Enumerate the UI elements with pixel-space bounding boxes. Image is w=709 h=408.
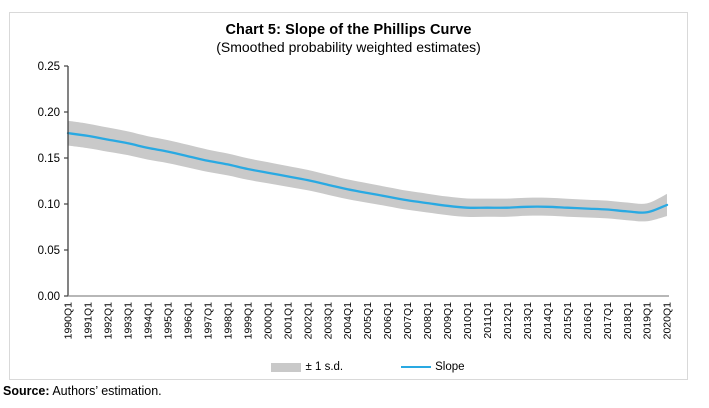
x-tick-label: 1990Q1 bbox=[63, 302, 75, 340]
x-tick-label: 2020Q1 bbox=[662, 302, 674, 340]
y-tick-label: 0.10 bbox=[38, 199, 60, 211]
source-note: Source: Authors’ estimation. bbox=[3, 384, 162, 398]
x-tick-label: 2003Q1 bbox=[322, 302, 334, 340]
legend-band-label: ± 1 s.d. bbox=[305, 361, 344, 373]
x-tick-label: 2001Q1 bbox=[282, 302, 294, 340]
x-tick-label: 2000Q1 bbox=[262, 302, 274, 340]
legend-item-slope: Slope bbox=[401, 361, 465, 373]
x-tick-label: 2017Q1 bbox=[602, 302, 614, 340]
y-tick-label: 0.25 bbox=[38, 61, 60, 73]
x-tick-label: 1997Q1 bbox=[202, 302, 214, 340]
x-tick-label: 1995Q1 bbox=[163, 302, 175, 340]
band-swatch bbox=[271, 362, 302, 372]
x-tick-label: 2002Q1 bbox=[302, 302, 314, 340]
x-tick-label: 2004Q1 bbox=[342, 302, 354, 340]
x-tick-label: 1992Q1 bbox=[103, 302, 115, 340]
x-tick-label: 2007Q1 bbox=[402, 302, 414, 340]
band-area bbox=[68, 120, 667, 222]
legend-item-band: ± 1 s.d. bbox=[271, 361, 343, 373]
x-tick-label: 1994Q1 bbox=[143, 302, 155, 340]
x-tick-label: 2008Q1 bbox=[422, 302, 434, 340]
source-label: Source: bbox=[3, 384, 50, 398]
chart-title: Chart 5: Slope of the Phillips Curve bbox=[225, 22, 472, 38]
x-tick-label: 2005Q1 bbox=[362, 302, 374, 340]
y-tick-label: 0.15 bbox=[38, 153, 60, 165]
x-tick-label: 1999Q1 bbox=[242, 302, 254, 340]
x-tick-label: 2010Q1 bbox=[462, 302, 474, 340]
x-tick-label: 2015Q1 bbox=[562, 302, 574, 340]
x-tick-label: 1998Q1 bbox=[222, 302, 234, 340]
x-tick-label: 2016Q1 bbox=[582, 302, 594, 340]
legend: ± 1 s.d. Slope bbox=[68, 361, 668, 373]
slope-line-swatch bbox=[401, 366, 432, 368]
x-tick-label: 1996Q1 bbox=[182, 302, 194, 340]
x-tick-label: 2006Q1 bbox=[382, 302, 394, 340]
y-tick-label: 0.05 bbox=[38, 245, 60, 257]
x-tick-label: 2009Q1 bbox=[442, 302, 454, 340]
source-text: Authors’ estimation. bbox=[49, 384, 162, 398]
x-tick-label: 2013Q1 bbox=[522, 302, 534, 340]
chart-subtitle: (Smoothed probability weighted estimates… bbox=[216, 39, 481, 55]
x-tick-label: 2014Q1 bbox=[542, 302, 554, 340]
x-tick-label: 2011Q1 bbox=[482, 302, 494, 339]
slope-line bbox=[66, 132, 669, 214]
x-tick-label: 2012Q1 bbox=[502, 302, 514, 340]
y-tick-label: 0.20 bbox=[38, 107, 60, 119]
y-tick-label: 0.00 bbox=[38, 291, 60, 303]
x-tick-label: 2019Q1 bbox=[642, 302, 654, 340]
x-tick-label: 2018Q1 bbox=[622, 302, 634, 340]
x-tick-label: 1991Q1 bbox=[83, 302, 95, 340]
legend-slope-label: Slope bbox=[435, 361, 465, 373]
x-tick-label: 1993Q1 bbox=[123, 302, 135, 340]
